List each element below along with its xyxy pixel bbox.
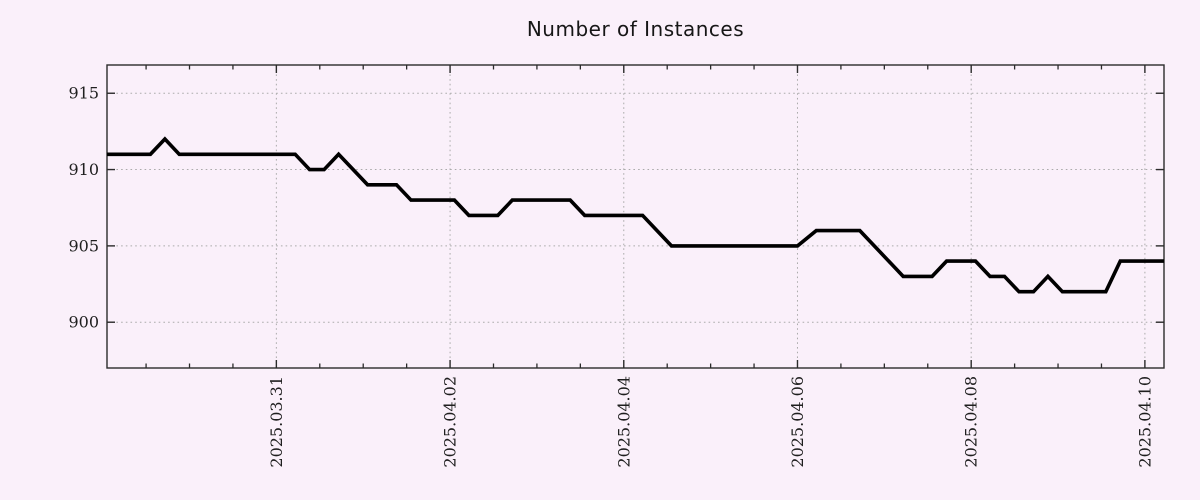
- x-tick-label: 2025.04.08: [962, 376, 981, 468]
- chart-title: Number of Instances: [526, 17, 745, 41]
- plot-border: [106, 64, 1165, 369]
- y-tick-label: 910: [68, 160, 99, 179]
- x-tick-label: 2025.04.04: [614, 376, 633, 468]
- x-tick-label: 2025.04.10: [1135, 376, 1154, 468]
- x-tick-label: 2025.04.06: [788, 376, 807, 468]
- x-tick-label: 2025.03.31: [267, 376, 286, 468]
- y-tick-label: 900: [68, 313, 99, 332]
- y-tick-label: 915: [68, 84, 99, 103]
- x-tick-label: 2025.04.02: [441, 376, 460, 468]
- y-tick-label: 905: [68, 236, 99, 255]
- series-line: [107, 136, 1164, 294]
